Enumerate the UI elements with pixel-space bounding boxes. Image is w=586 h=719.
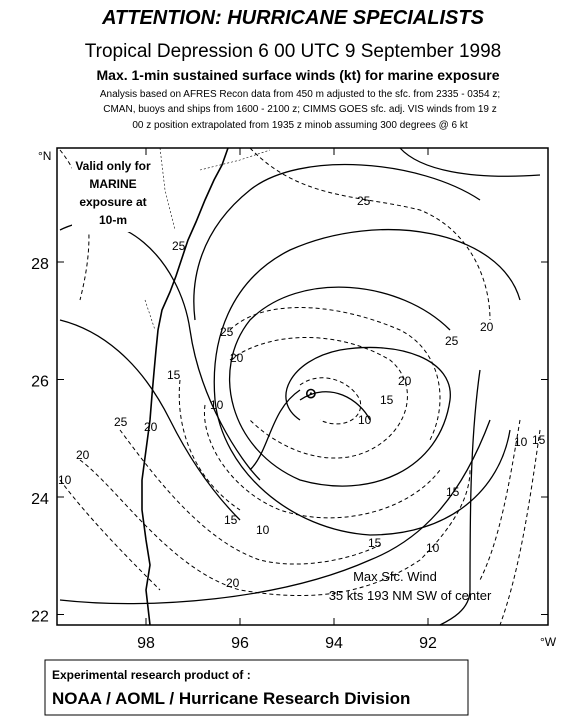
- contour-label: 15: [368, 536, 382, 550]
- contour-label: 10: [514, 435, 528, 449]
- lat-unit: °N: [38, 149, 51, 163]
- contour-label: 20: [226, 576, 240, 590]
- validity-note: 10-m: [99, 213, 127, 227]
- contour-label: 25: [445, 334, 459, 348]
- contour-label: 10: [256, 523, 270, 537]
- max-wind: Max Sfc. Wind: [353, 569, 437, 584]
- validity-note: exposure at: [79, 195, 146, 209]
- contour-label: 15: [380, 393, 394, 407]
- contour-label: 25: [220, 325, 234, 339]
- lat-tick-label: 22: [31, 609, 49, 626]
- lon-tick-label: 98: [137, 635, 155, 652]
- contour-label: 15: [224, 513, 238, 527]
- header-note: CMAN, buoys and ships from 1600 - 2100 z…: [103, 104, 496, 115]
- max-wind: 35 kts 193 NM SW of center: [329, 588, 492, 603]
- map-frame: [56, 147, 549, 626]
- validity-note: Valid only for: [75, 159, 151, 173]
- contour-label: 25: [357, 194, 371, 208]
- contour-label: 20: [398, 374, 412, 388]
- lon-tick-label: 92: [419, 635, 437, 652]
- validity-note: MARINE: [89, 177, 136, 191]
- header-line3: Max. 1-min sustained surface winds (kt) …: [97, 67, 500, 83]
- lon-unit: °W: [540, 635, 557, 649]
- storm-center: ⊙: [305, 385, 317, 401]
- footer-line2: NOAA / AOML / Hurricane Research Divisio…: [52, 689, 410, 708]
- contour-label: 10: [210, 398, 224, 412]
- contour-label: 15: [446, 485, 460, 499]
- header-title: ATTENTION: HURRICANE SPECIALISTS: [101, 7, 485, 29]
- contour-label: 10: [58, 473, 72, 487]
- header-note: 00 z position extrapolated from 1935 z m…: [132, 120, 468, 131]
- lat-tick-label: 26: [31, 374, 49, 391]
- contour-label: 20: [230, 351, 244, 365]
- validity-box: [72, 156, 154, 232]
- lat-tick-label: 28: [31, 256, 49, 273]
- contour-label: 10: [426, 541, 440, 555]
- lon-tick-label: 96: [231, 635, 249, 652]
- contour-label: 15: [532, 433, 546, 447]
- map-lines: [59, 147, 541, 626]
- contour-label: 10: [358, 413, 372, 427]
- contour-label: 25: [172, 239, 186, 253]
- footer-line1: Experimental research product of :: [52, 668, 251, 682]
- contour-label: 20: [76, 448, 90, 462]
- contour-label: 25: [114, 415, 128, 429]
- contour-label: 20: [144, 420, 158, 434]
- lon-tick-label: 94: [325, 635, 343, 652]
- header-note: Analysis based on AFRES Recon data from …: [100, 89, 500, 100]
- contour-label: 20: [480, 320, 494, 334]
- footer-box: [44, 659, 469, 716]
- header-subtitle: Tropical Depression 6 00 UTC 9 September…: [85, 41, 501, 62]
- lat-tick-label: 24: [31, 491, 49, 508]
- contour-label: 15: [167, 368, 181, 382]
